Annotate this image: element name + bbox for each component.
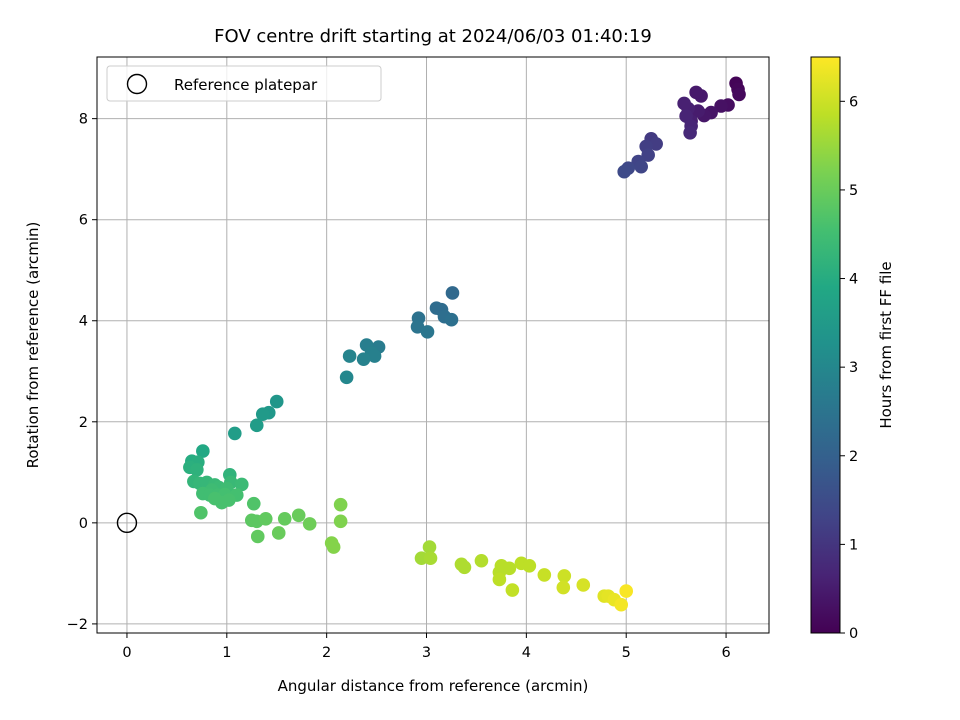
grid <box>97 57 769 633</box>
y-tick-label: 2 <box>79 415 88 431</box>
x-axis-label: Angular distance from reference (arcmin) <box>278 677 589 695</box>
data-point <box>269 394 284 409</box>
data-point <box>619 584 634 598</box>
data-point <box>522 559 537 573</box>
data-point <box>423 551 438 566</box>
data-point <box>339 370 354 385</box>
reference-point <box>116 512 138 534</box>
data-point <box>250 529 265 544</box>
data-point <box>634 159 648 174</box>
data-points <box>183 76 746 612</box>
data-point <box>445 286 460 300</box>
data-point <box>194 505 208 520</box>
legend: Reference platepar <box>106 65 382 102</box>
y-axis-label: Rotation from reference (arcmin) <box>24 222 42 469</box>
data-point <box>302 517 317 531</box>
x-tick-label: 1 <box>222 645 231 661</box>
y-tick-label: 8 <box>79 112 88 128</box>
data-point <box>255 407 270 422</box>
colorbar-tick-label: 3 <box>849 360 858 376</box>
x-tick-label: 0 <box>122 645 131 661</box>
data-point <box>689 85 703 100</box>
data-point <box>356 352 371 366</box>
data-point <box>474 553 489 568</box>
data-point <box>246 496 261 511</box>
x-tick-label: 5 <box>622 645 631 661</box>
x-tick-label: 3 <box>422 645 431 661</box>
data-point <box>333 514 348 529</box>
x-tick-label: 4 <box>522 645 531 661</box>
data-point <box>422 540 437 554</box>
data-point <box>556 580 571 595</box>
data-point <box>614 597 629 612</box>
data-point <box>714 99 728 113</box>
data-point <box>444 312 459 327</box>
data-point <box>641 148 655 162</box>
data-point <box>326 540 341 554</box>
data-point <box>190 463 204 477</box>
data-point <box>277 512 292 526</box>
data-point <box>258 512 273 526</box>
data-point <box>457 560 472 575</box>
colorbar-label: Hours from first FF file <box>877 261 895 428</box>
data-point <box>227 426 242 441</box>
reference-marker <box>116 512 138 534</box>
data-point <box>234 477 249 492</box>
data-point <box>429 301 444 315</box>
data-point <box>683 125 697 140</box>
data-point <box>505 583 520 597</box>
colorbar-ticks: 0 1 2 3 4 5 6 <box>840 94 858 642</box>
colorbar-tick-label: 2 <box>849 449 858 465</box>
chart-title: FOV centre drift starting at 2024/06/03 … <box>214 26 652 47</box>
data-point <box>677 96 691 111</box>
data-point <box>333 497 348 512</box>
x-tick-label: 6 <box>721 645 730 661</box>
data-point <box>367 349 382 363</box>
colorbar: 0 1 2 3 4 5 6 Hours from first FF file <box>810 56 895 642</box>
legend-label-reference: Reference platepar <box>174 76 318 94</box>
plot-frame <box>96 56 770 634</box>
data-point <box>492 572 507 587</box>
data-point <box>291 508 306 523</box>
y-tick-label: −2 <box>67 617 88 633</box>
data-point <box>420 325 435 339</box>
y-tick-label: 6 <box>79 213 88 229</box>
data-point <box>537 568 552 582</box>
data-point <box>222 493 236 507</box>
colorbar-tick-label: 5 <box>849 183 858 199</box>
data-point <box>271 526 286 540</box>
data-point <box>342 349 357 363</box>
colorbar-tick-label: 4 <box>849 272 858 288</box>
data-point <box>249 418 264 433</box>
y-axis-ticks: −2 0 2 4 6 8 <box>67 112 97 633</box>
data-point <box>617 164 632 179</box>
colorbar-tick-label: 1 <box>849 537 858 553</box>
legend-box <box>106 65 382 102</box>
legend-marker-reference <box>126 73 148 95</box>
colorbar-tick-label: 6 <box>849 94 858 110</box>
y-tick-label: 0 <box>79 516 88 532</box>
data-point <box>196 444 210 458</box>
colorbar-gradient <box>810 56 841 634</box>
x-tick-label: 2 <box>322 645 331 661</box>
data-point <box>576 578 591 592</box>
y-tick-label: 4 <box>79 314 88 330</box>
data-point <box>732 87 746 102</box>
data-point <box>679 109 693 123</box>
colorbar-tick-label: 0 <box>849 626 858 642</box>
data-point <box>557 569 572 583</box>
x-axis-ticks: 0 1 2 3 4 5 6 <box>122 633 731 661</box>
